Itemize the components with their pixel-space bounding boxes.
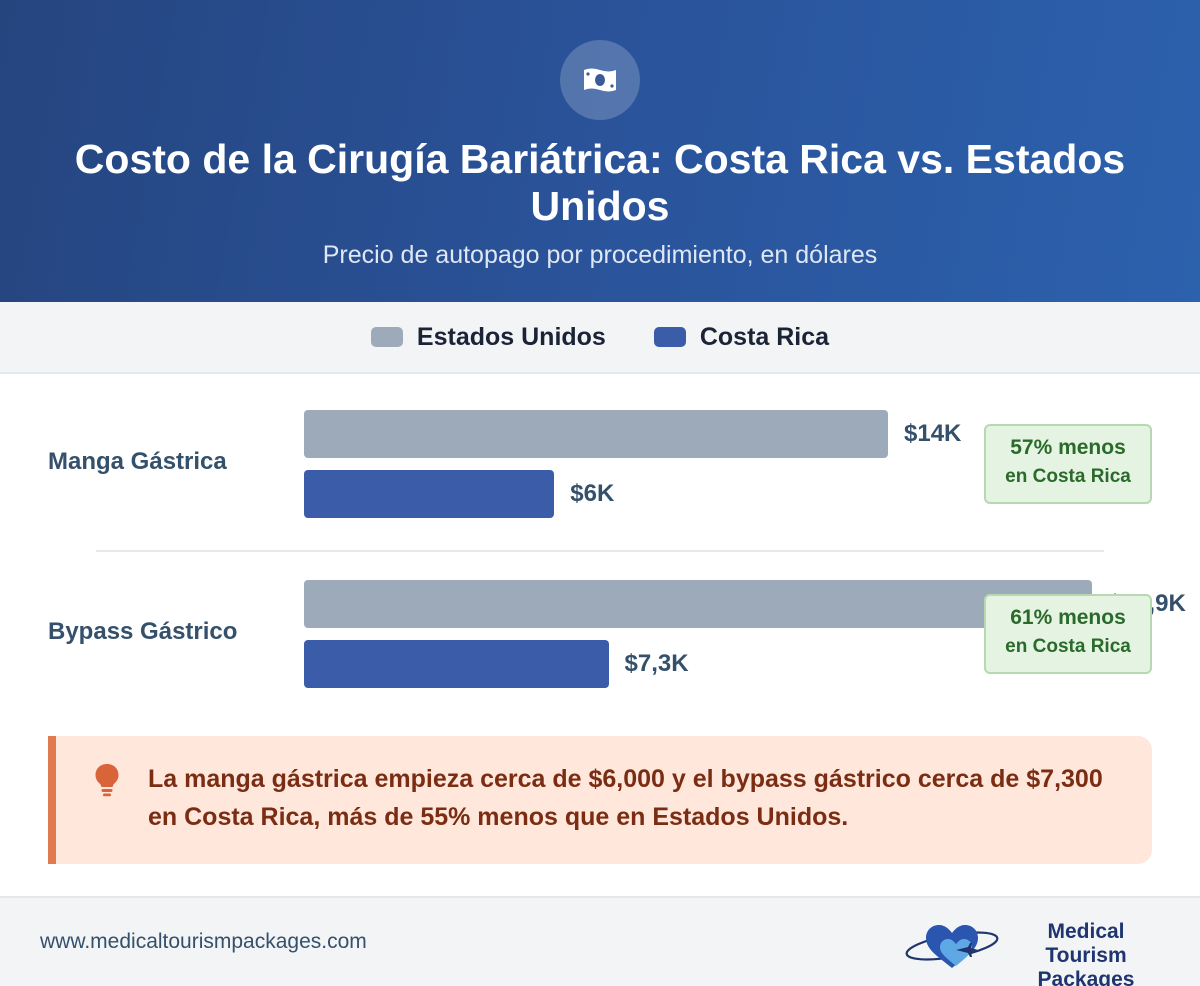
chart-title: Costo de la Cirugía Bariátrica: Costa Ri… (74, 136, 1126, 229)
savings-caption: en Costa Rica (1005, 636, 1131, 657)
footer-brand: Medical Tourism Packages (1006, 920, 1166, 986)
money-bill-icon (560, 40, 640, 120)
chart-subtitle: Precio de autopago por procedimiento, en… (322, 241, 878, 269)
value-label-costa-rica-manga-gastrica: $6K (570, 480, 615, 507)
row-divider (96, 550, 1104, 552)
savings-badge-manga-gastrica: 57% menos en Costa Rica (984, 424, 1152, 504)
legend-item-costa-rica: Costa Rica (653, 322, 830, 352)
legend: Estados Unidos Costa Rica (0, 302, 1200, 374)
bar-estados-unidos-bypass-gastrico (304, 580, 1093, 628)
footer-url[interactable]: www.medicaltourismpackages.com (40, 930, 367, 953)
insight-text: La manga gástrica empieza cerca de $6,00… (148, 765, 1103, 831)
legend-swatch-estados-unidos (370, 327, 403, 347)
bar-costa-rica-manga-gastrica (304, 470, 555, 518)
bar-chart: Manga Gástrica $14K $6K 57% menos en Costa R… (0, 374, 1200, 714)
footer-brand-line2: Packages (1037, 968, 1135, 986)
legend-item-estados-unidos: Estados Unidos (370, 322, 606, 352)
category-label-bypass-gastrico: Bypass Gástrico (48, 618, 238, 645)
savings-caption: en Costa Rica (1005, 466, 1131, 487)
legend-label-estados-unidos: Estados Unidos (416, 322, 606, 351)
value-label-estados-unidos-manga-gastrica: $14K (904, 420, 962, 447)
insight-callout: La manga gástrica empieza cerca de $6,00… (48, 736, 1152, 864)
savings-badge-bypass-gastrico: 61% menos en Costa Rica (984, 594, 1152, 674)
footer: www.medicaltourismpackages.com Medical T… (0, 896, 1200, 986)
lightbulb-icon (95, 764, 119, 797)
savings-percent: 61% menos (1010, 606, 1126, 629)
category-label-manga-gastrica: Manga Gástrica (48, 448, 227, 475)
header: Costo de la Cirugía Bariátrica: Costa Ri… (0, 0, 1200, 302)
legend-swatch-costa-rica (653, 327, 686, 347)
savings-percent: 57% menos (1010, 436, 1126, 459)
footer-brand-line1: Medical Tourism (1045, 920, 1127, 967)
bar-costa-rica-bypass-gastrico (304, 640, 609, 688)
heart-airplane-logo-icon (905, 925, 999, 968)
bar-estados-unidos-manga-gastrica (304, 410, 888, 458)
legend-label-costa-rica: Costa Rica (699, 322, 830, 351)
value-label-costa-rica-bypass-gastrico: $7,3K (624, 650, 689, 677)
